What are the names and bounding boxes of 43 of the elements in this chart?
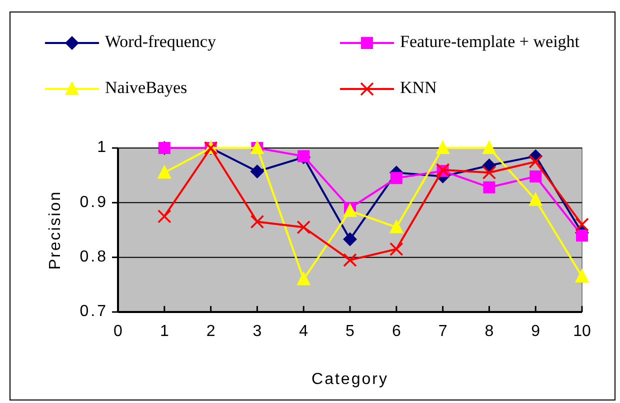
legend-label: Word-frequency [105, 32, 216, 51]
point [575, 268, 589, 282]
point [296, 220, 310, 234]
point [483, 181, 496, 194]
point [575, 218, 589, 232]
point [390, 172, 402, 184]
x-tick-label: 3 [252, 323, 262, 340]
y-tick-label: 0.9 [80, 194, 108, 211]
x-tick-label: 9 [531, 323, 540, 340]
x-tick-label: 6 [392, 323, 401, 340]
point [528, 154, 542, 169]
point [436, 140, 450, 154]
point [343, 253, 357, 267]
y-tick-label: 1 [97, 139, 108, 156]
x-tick-label: 4 [299, 323, 308, 340]
point [343, 232, 357, 246]
point [482, 166, 496, 180]
point [250, 214, 264, 229]
y-tick-label: 0.7 [80, 303, 108, 320]
point [482, 140, 496, 154]
point [250, 164, 264, 179]
point [390, 242, 404, 256]
point [528, 192, 543, 206]
point [389, 219, 404, 234]
legend-label: Feature-template + weight [400, 32, 580, 51]
x-tick-label: 5 [346, 323, 355, 340]
y-axis-title: Precision [47, 190, 64, 270]
point [530, 170, 542, 182]
legend-label: NaiveBayes [105, 78, 188, 97]
legend-label: KNN [400, 78, 437, 97]
x-tick-label: 7 [438, 323, 448, 340]
point [343, 202, 357, 217]
y-tick-label: 0.8 [80, 248, 108, 266]
x-tick-label: 8 [484, 323, 494, 340]
point [576, 229, 588, 242]
point [157, 164, 172, 179]
x-axis-title: Category [312, 371, 388, 388]
point [296, 271, 311, 286]
x-tick-label: 10 [573, 323, 591, 340]
x-tick-label: 0 [114, 323, 123, 340]
x-tick-label: 1 [160, 323, 169, 340]
point [158, 209, 172, 224]
x-tick-label: 2 [206, 323, 216, 340]
